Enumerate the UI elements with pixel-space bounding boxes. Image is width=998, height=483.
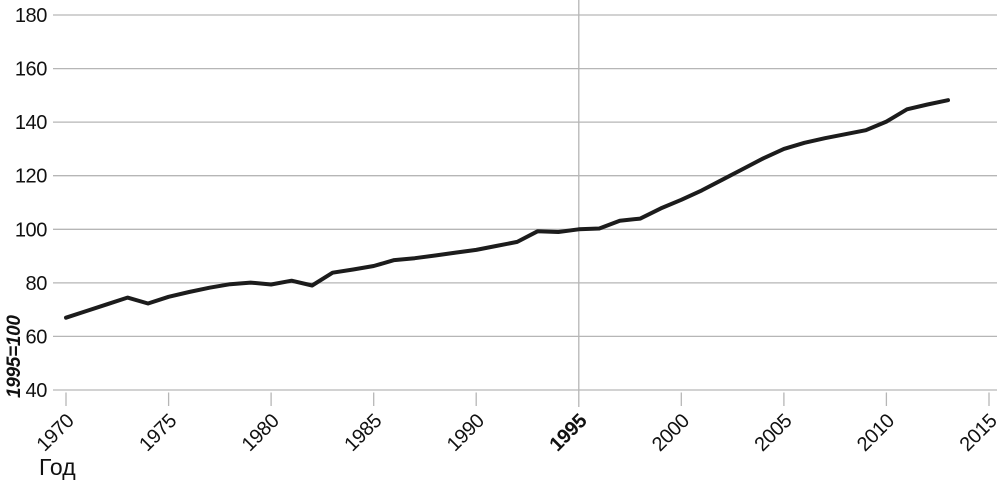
x-tick-label: 1980 [238, 410, 284, 456]
y-tick-label: 180 [15, 5, 47, 27]
x-tick-label: 1970 [33, 410, 79, 456]
x-tick-label: 1995 [545, 410, 591, 456]
x-tick-label: 1985 [340, 410, 386, 456]
y-tick-label: 120 [15, 166, 47, 188]
x-tick-label: 1990 [443, 410, 489, 456]
x-tick-label: 1975 [135, 410, 181, 456]
x-tick-label: 2000 [648, 410, 694, 456]
y-tick-label: 80 [26, 273, 48, 295]
x-tick-label: 2005 [751, 410, 797, 456]
y-tick-label: 40 [26, 380, 48, 402]
x-tick-label: 2015 [956, 410, 998, 456]
y-tick-label: 160 [15, 59, 47, 81]
data-line [64, 98, 950, 320]
y-tick-label: 100 [15, 219, 47, 241]
x-axis-title: Год [39, 454, 76, 480]
y-tick-label: 60 [26, 326, 48, 348]
y-axis-title: 1995=100 [4, 315, 25, 398]
x-tick-label: 2010 [853, 410, 899, 456]
y-tick-label: 140 [15, 112, 47, 134]
